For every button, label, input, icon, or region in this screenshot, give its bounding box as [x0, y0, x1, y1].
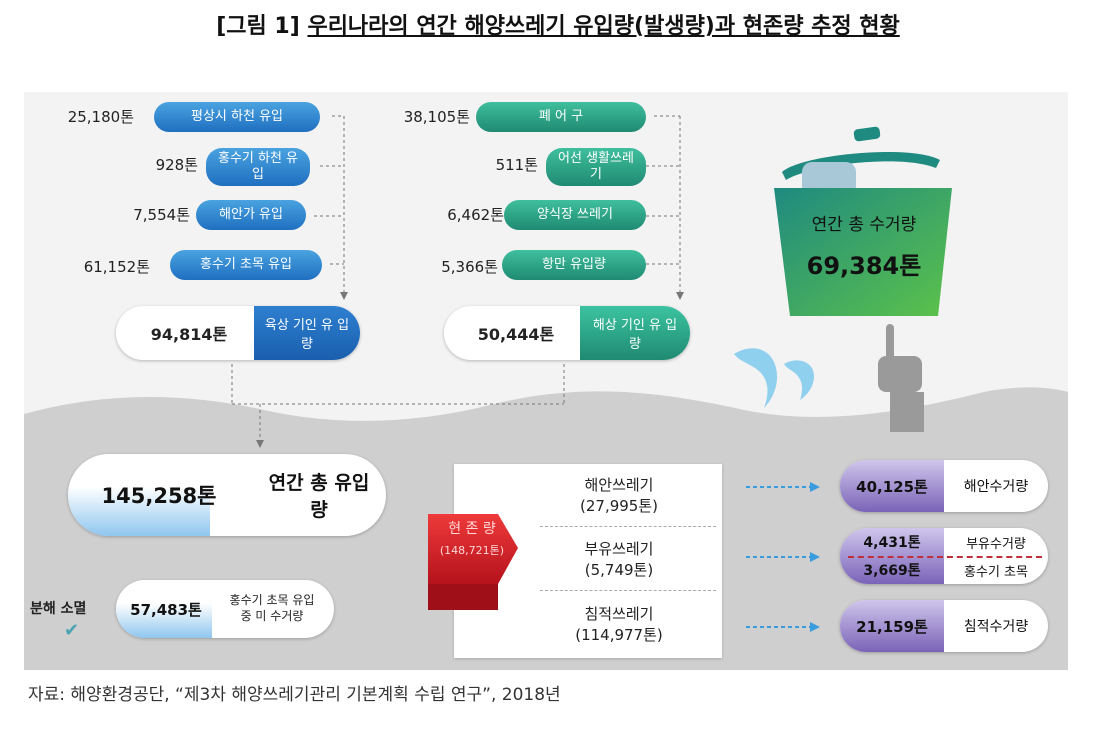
standing-item-1: 해안쓰레기 (27,995톤) [524, 470, 714, 520]
total-inflow-label: 연간 총 유입량 [268, 472, 370, 521]
decomp-shade [116, 580, 212, 638]
collect-label-3: 홍수기 초목 [964, 564, 1028, 580]
sea-item-1: 폐 어 구 [476, 102, 646, 132]
fish-icon [734, 348, 814, 408]
land-amount-3: 7,554톤 [133, 206, 190, 224]
standing-item-1-amount: (27,995톤) [580, 497, 658, 515]
collect-label-2: 부유수거량 [966, 536, 1026, 552]
bin-amount: 69,384톤 [806, 251, 922, 280]
land-item-2: 홍수기 하천 유입 [206, 148, 310, 186]
decomp-capsule: 57,483톤 홍수기 초목 유입 중 미 수거량 [116, 580, 334, 638]
collect-amount-4: 21,159톤 [840, 600, 944, 652]
standing-divider-1 [540, 526, 716, 527]
total-inflow-amount: 145,258톤 [101, 484, 217, 508]
sea-total-label: 해상 기인 유 입 량 [580, 306, 690, 360]
collect-amount-3: 3,669톤 [863, 563, 921, 579]
land-amount-2: 928톤 [155, 156, 198, 174]
standing-item-2-amount: (5,749톤) [584, 561, 654, 579]
figure-title-text: 우리나라의 연간 해양쓰레기 유입량(발생량)과 현존량 추정 현황 [307, 14, 900, 39]
total-inflow-capsule: 145,258톤 연간 총 유입량 [68, 454, 386, 536]
figure-title: [그림 1] 우리나라의 연간 해양쓰레기 유입량(발생량)과 현존량 추정 현… [0, 8, 1116, 40]
collect-amount-1: 40,125톤 [840, 460, 944, 512]
land-item-1: 평상시 하천 유입 [154, 102, 320, 132]
decomp-amount: 57,483톤 [130, 600, 202, 619]
trash-bin-icon [774, 126, 952, 316]
sea-item-2: 어선 생활쓰레기 [546, 148, 646, 186]
standing-divider-2 [540, 590, 716, 591]
decomp-check-icon: ✔ [64, 620, 80, 641]
collect-capsule-4: 21,159톤 침적수거량 [840, 600, 1048, 652]
sea-total-amount: 50,444톤 [477, 325, 555, 344]
land-total-capsule: 94,814톤 육상 기인 유 입 량 [116, 306, 360, 360]
standing-item-2: 부유쓰레기 (5,749톤) [524, 534, 714, 584]
figure-number: [그림 1] [216, 14, 300, 39]
standing-item-3-name: 침적쓰레기 [584, 605, 654, 623]
collect-capsule-2: 4,431톤 부유수거량 3,669톤 홍수기 초목 [840, 528, 1048, 584]
sea-amount-2: 511톤 [495, 156, 538, 174]
standing-label: 현 존 량 [448, 521, 496, 537]
land-total-amount: 94,814톤 [150, 325, 228, 344]
land-item-3: 해안가 유입 [196, 200, 306, 230]
collect-divider [848, 556, 1042, 558]
total-inflow-shade [68, 454, 210, 536]
collect-label-4: 침적수거량 [963, 619, 1029, 635]
standing-item-2-name: 부유쓰레기 [584, 540, 654, 558]
standing-item-3: 침적쓰레기 (114,977톤) [524, 598, 714, 650]
collect-amount-2: 4,431톤 [863, 535, 921, 551]
decomp-label: 분해 소멸 [30, 601, 87, 617]
standing-arrow [428, 514, 518, 610]
sea-amount-4: 5,366톤 [441, 258, 498, 276]
sea-amount-3: 6,462톤 [447, 206, 504, 224]
standing-amount: (148,721톤) [439, 544, 505, 557]
source-note: 자료: 해양환경공단, “제3차 해양쓰레기관리 기본계획 수립 연구”, 20… [28, 685, 561, 705]
land-item-4: 홍수기 초목 유입 [170, 250, 322, 280]
decomp-desc: 홍수기 초목 유입 중 미 수거량 [229, 593, 315, 623]
land-total-label: 육상 기인 유 입 량 [254, 306, 360, 360]
sea-item-3: 양식장 쓰레기 [504, 200, 646, 230]
standing-box: 해안쓰레기 (27,995톤) 부유쓰레기 (5,749톤) 침적쓰레기 (11… [454, 464, 722, 658]
hand-icon [878, 324, 924, 432]
sea-amount-1: 38,105톤 [403, 108, 470, 126]
bin-label: 연간 총 수거량 [811, 214, 917, 235]
collect-label-1: 해안수거량 [963, 479, 1029, 495]
land-amount-1: 25,180톤 [67, 108, 134, 126]
standing-item-1-name: 해안쓰레기 [584, 476, 654, 494]
sea-item-4: 항만 유입량 [502, 250, 646, 280]
collect-capsule-1: 40,125톤 해안수거량 [840, 460, 1048, 512]
standing-item-3-amount: (114,977톤) [575, 626, 663, 644]
diagram-panel: 25,180톤 평상시 하천 유입 928톤 홍수기 하천 유입 7,554톤 … [24, 92, 1068, 670]
land-amount-4: 61,152톤 [83, 258, 150, 276]
sea-total-capsule: 50,444톤 해상 기인 유 입 량 [444, 306, 690, 360]
